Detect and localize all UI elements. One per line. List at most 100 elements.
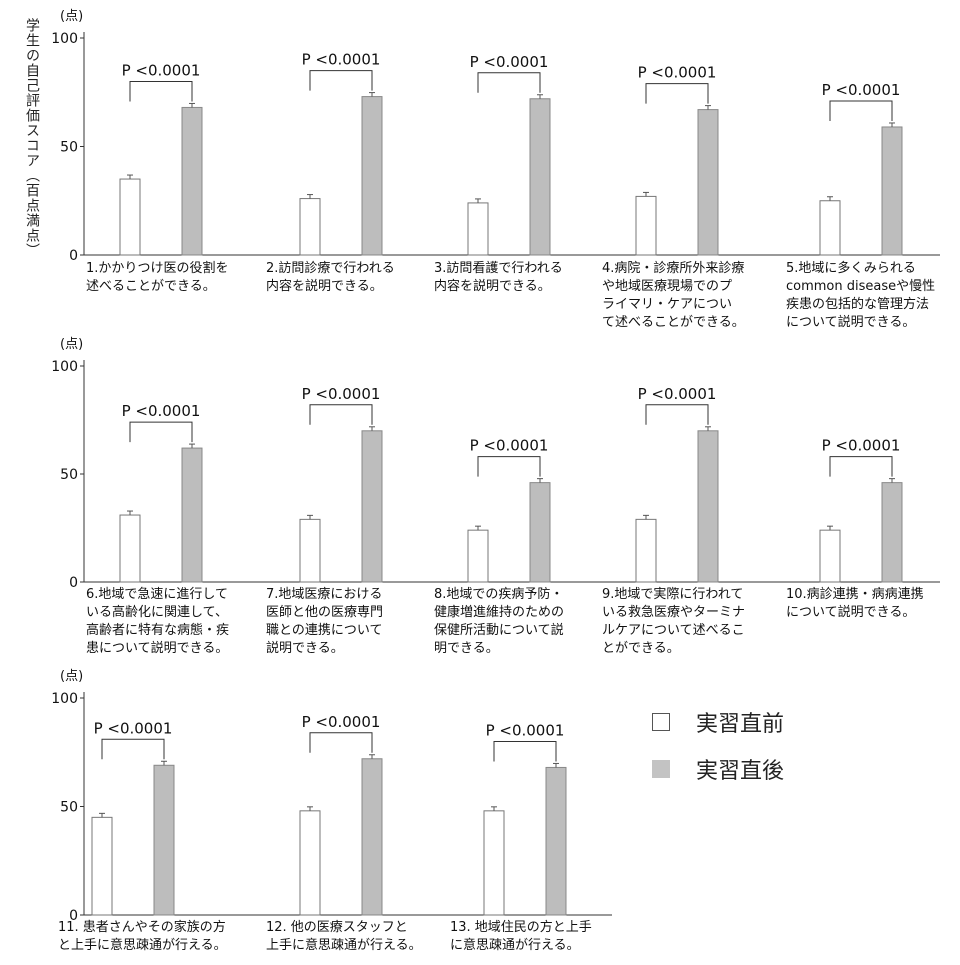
category-label: 10.病診連携・病病連携 (786, 586, 924, 602)
p-value-label: P <0.0001 (302, 713, 381, 731)
bar-before (119, 514, 141, 583)
significance-bracket (309, 404, 373, 425)
significance-bracket (129, 421, 193, 443)
bar-after (697, 109, 719, 256)
category-label: 疾患の包括的な管理方法 (786, 296, 929, 312)
p-value-label: P <0.0001 (822, 81, 901, 99)
y-tick-label: 100 (51, 359, 78, 375)
significance-bracket (645, 404, 709, 425)
significance-bracket (477, 456, 541, 477)
significance-bracket (309, 732, 373, 753)
legend-label-after: 実習直後 (696, 759, 785, 784)
p-value-label: P <0.0001 (638, 385, 717, 403)
legend-item-before: 実習直前 (652, 706, 784, 738)
legend-swatch-before (652, 713, 670, 731)
category-label: について説明できる。 (786, 314, 915, 330)
bar-before (819, 200, 841, 256)
p-value-label: P <0.0001 (470, 53, 549, 71)
y-tick-label: 0 (69, 908, 78, 924)
category-label: common diseaseや慢性 (786, 278, 935, 294)
category-label: 5.地域に多くみられる (786, 260, 916, 276)
bar-before (467, 202, 489, 256)
category-label: 保健所活動について説 (434, 622, 564, 638)
p-value-label: P <0.0001 (122, 61, 201, 79)
significance-bracket (829, 100, 893, 121)
p-value-label: P <0.0001 (638, 64, 717, 82)
category-label: とができる。 (602, 641, 680, 656)
bar-after (545, 766, 567, 916)
p-value-label: P <0.0001 (94, 719, 173, 737)
p-value-label: P <0.0001 (302, 385, 381, 403)
category-label: 明できる。 (434, 641, 499, 656)
category-label: 9.地域で実際に行われて (602, 586, 743, 602)
category-label: と上手に意思疎通が行える。 (58, 937, 227, 953)
bar-before (635, 518, 657, 583)
y-unit-label: (点) (60, 669, 83, 684)
bar-after (181, 106, 203, 256)
bar-after (529, 98, 551, 256)
category-label: 13. 地域住民の方と上手 (450, 919, 592, 935)
bar-after (181, 447, 203, 583)
significance-bracket (477, 72, 541, 93)
category-label: に意思疎通が行える。 (450, 937, 580, 953)
bar-before (299, 198, 321, 256)
y-tick-label: 50 (60, 800, 78, 816)
bar-after (361, 758, 383, 916)
category-label: 12. 他の医療スタッフと (266, 920, 408, 935)
category-label: 内容を説明できる。 (434, 278, 551, 294)
bar-before (635, 195, 657, 256)
category-label: いる高齢化に関連して、 (86, 604, 228, 620)
category-label: 4.病院・診療所外来診療 (602, 260, 744, 276)
y-tick-label: 100 (51, 691, 78, 707)
y-tick-label: 0 (69, 248, 78, 264)
category-label: て述べることができる。 (602, 315, 745, 330)
p-value-label: P <0.0001 (486, 721, 565, 739)
p-value-label: P <0.0001 (302, 51, 381, 69)
legend-swatch-after (652, 760, 670, 778)
category-label: 2.訪問診療で行われる (266, 260, 395, 276)
significance-bracket (101, 738, 165, 760)
bar-before (467, 529, 489, 583)
y-unit-label: (点) (60, 337, 83, 352)
significance-bracket (829, 456, 893, 477)
category-label: 内容を説明できる。 (266, 278, 383, 294)
category-label: 述べることができる。 (86, 279, 216, 294)
category-label: 健康増進維持のための (434, 604, 564, 620)
category-label: 1.かかりつけ医の役割を (86, 260, 229, 276)
bar-before (119, 178, 141, 256)
y-axis-title: 学生の自己評価スコア（百点満点） (24, 18, 40, 258)
p-value-label: P <0.0001 (822, 437, 901, 455)
category-label: 高齢者に特有な病態・疾 (86, 622, 229, 638)
category-label: 患について説明できる。 (86, 640, 228, 656)
y-unit-label: (点) (60, 9, 83, 24)
bar-before (299, 518, 321, 583)
category-label: 8.地域での疾病予防・ (434, 586, 563, 602)
bar-after (361, 96, 383, 256)
bar-after (697, 430, 719, 583)
bar-before (819, 529, 841, 583)
category-label: について説明できる。 (786, 604, 915, 620)
significance-bracket (493, 740, 557, 762)
category-label: ライマリ・ケアについ (602, 297, 732, 312)
y-tick-label: 100 (51, 31, 78, 47)
y-tick-label: 0 (69, 575, 78, 591)
p-value-label: P <0.0001 (470, 437, 549, 455)
category-label: 3.訪問看護で行われる (434, 260, 563, 276)
category-label: や地域医療現場でのプ (602, 279, 732, 294)
category-label: いる救急医療やターミナ (602, 604, 745, 620)
category-label: 11. 患者さんやその家族の方 (58, 919, 226, 935)
significance-bracket (645, 83, 709, 104)
legend-label-before: 実習直前 (696, 712, 785, 737)
bar-before (483, 810, 505, 916)
bar-after (881, 126, 903, 256)
category-label: 職との連携について (266, 622, 382, 638)
category-label: 6.地域で急速に進行して (86, 587, 228, 602)
bar-before (299, 810, 321, 916)
legend-item-after: 実習直後 (652, 753, 784, 785)
y-tick-label: 50 (60, 140, 78, 156)
bar-after (361, 430, 383, 583)
category-label: 7.地域医療における (266, 587, 382, 602)
bar-after (881, 482, 903, 583)
category-label: 医師と他の医療専門 (266, 605, 383, 620)
